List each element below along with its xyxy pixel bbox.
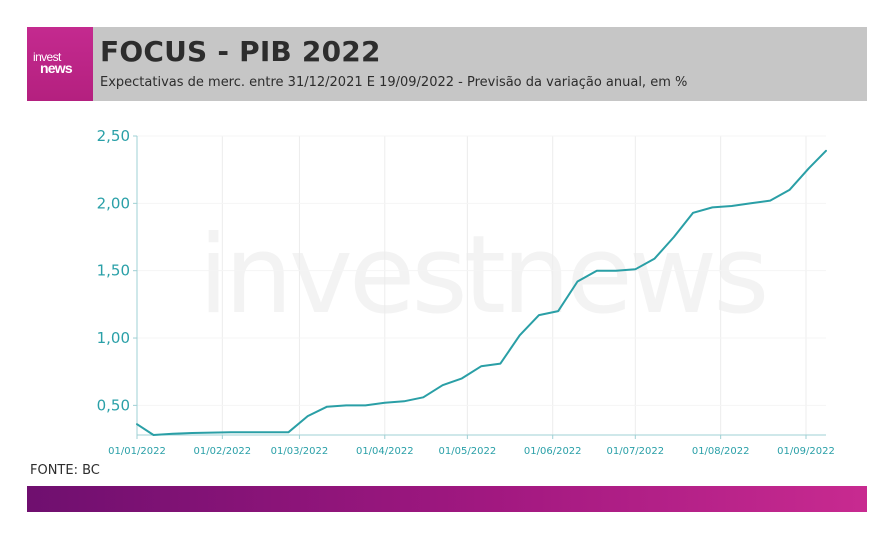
chart-title: FOCUS - PIB 2022 bbox=[100, 35, 381, 68]
grid-lines bbox=[137, 135, 826, 435]
chart-header: invest news FOCUS - PIB 2022 Expectativa… bbox=[27, 27, 867, 101]
x-tick-label: 01/04/2022 bbox=[356, 446, 414, 457]
x-axis: 01/01/2022 01/02/2022 01/03/2022 01/04/2022… bbox=[108, 434, 835, 457]
x-tick-label: 01/07/2022 bbox=[606, 446, 664, 457]
y-tick-label: 2,00 bbox=[97, 194, 130, 212]
x-tick-label: 01/06/2022 bbox=[524, 446, 582, 457]
logo-text-bottom: news bbox=[40, 60, 73, 76]
x-tick-label: 01/02/2022 bbox=[194, 446, 252, 457]
x-tick-label: 01/08/2022 bbox=[692, 446, 750, 457]
footer-gradient-bar bbox=[27, 486, 867, 512]
x-tick-label: 01/01/2022 bbox=[108, 446, 166, 457]
y-tick-label: 2,50 bbox=[97, 127, 130, 145]
x-tick-label: 01/03/2022 bbox=[271, 446, 329, 457]
y-axis: 0,50 1,00 1,50 2,00 2,50 bbox=[97, 127, 138, 435]
series-line bbox=[136, 149, 827, 436]
investnews-logo: invest news bbox=[27, 27, 93, 101]
y-tick-label: 1,00 bbox=[97, 329, 130, 347]
y-tick-label: 1,50 bbox=[97, 262, 130, 280]
series-group bbox=[136, 149, 827, 436]
x-tick-label: 01/05/2022 bbox=[439, 446, 497, 457]
chart-subtitle: Expectativas de merc. entre 31/12/2021 E… bbox=[100, 75, 688, 90]
watermark-text: investnews bbox=[199, 213, 766, 338]
x-tick-label: 01/09/2022 bbox=[777, 446, 835, 457]
source-note: FONTE: BC bbox=[30, 463, 100, 478]
y-tick-label: 0,50 bbox=[97, 396, 130, 414]
logo-text-top: invest bbox=[33, 50, 61, 64]
